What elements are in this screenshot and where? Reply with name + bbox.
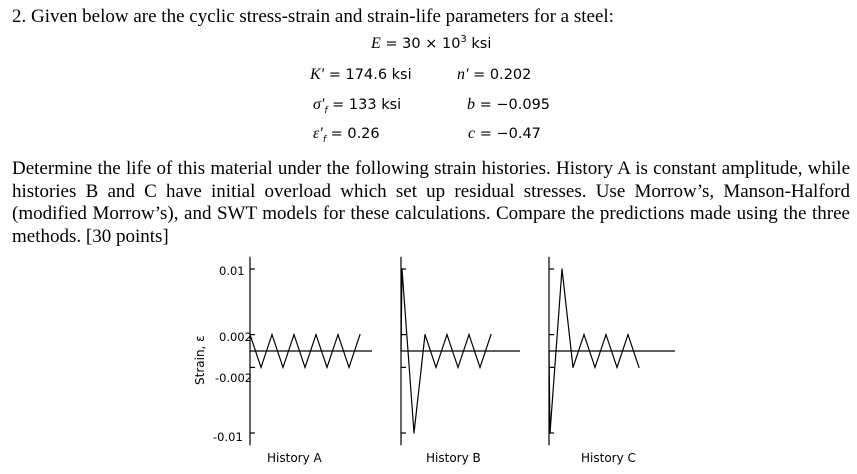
param-E: E = 30 × 103 ksi (371, 34, 491, 53)
point-history-c-8 (627, 334, 629, 336)
y-tick-label-0.01: 0.01 (219, 264, 245, 278)
point-history-b-2 (413, 432, 415, 434)
point-history-a-1 (260, 366, 262, 368)
param-n: n′ = 0.202 (457, 66, 531, 84)
point-history-b-3 (424, 334, 426, 336)
point-history-c-0 (548, 350, 550, 352)
question-title: 2. Given below are the cyclic stress-str… (12, 6, 614, 27)
point-history-b-6 (457, 366, 459, 368)
point-history-b-4 (435, 366, 437, 368)
point-history-b-8 (479, 366, 481, 368)
point-history-c-3 (572, 366, 574, 368)
c-symbol: c (468, 125, 476, 142)
point-history-a-8 (337, 334, 339, 336)
eps-f-subscript: f (322, 134, 326, 145)
series-history-c (548, 268, 640, 434)
y-axis-label: Strain, ε (193, 335, 207, 385)
point-history-a-0 (249, 334, 251, 336)
param-b: b = −0.095 (467, 96, 550, 114)
E-symbol: E (371, 34, 381, 52)
y-tick-label-neg-0.002: -0.002 (215, 371, 252, 385)
problem-statement: Determine the life of this material unde… (12, 158, 850, 247)
caption-history-b: History B (426, 451, 481, 465)
series-history-b (400, 268, 492, 434)
sigma-f-symbol: σ′ (313, 96, 325, 113)
y-tick-label-neg-0.01: -0.01 (213, 430, 243, 444)
point-history-b-5 (446, 334, 448, 336)
caption-history-c: History C (581, 451, 636, 465)
point-history-c-7 (616, 366, 618, 368)
plot-layer (249, 256, 675, 446)
point-history-c-4 (583, 334, 585, 336)
E-exponent: 3 (460, 34, 467, 45)
point-history-a-2 (271, 334, 273, 336)
param-K: K′ = 174.6 ksi (310, 66, 412, 84)
point-history-a-10 (359, 334, 361, 336)
K-value: = 174.6 ksi (328, 67, 412, 83)
b-symbol: b (467, 96, 475, 113)
K-symbol: K′ (310, 66, 325, 83)
point-history-a-7 (326, 366, 328, 368)
E-value: = 30 × 10 (385, 35, 461, 52)
caption-history-a: History A (267, 451, 323, 465)
point-history-c-5 (594, 366, 596, 368)
n-symbol: n′ (457, 66, 469, 83)
c-value: = −0.47 (479, 126, 541, 142)
point-history-b-1 (401, 268, 403, 270)
param-sigma-f: σ′f = 133 ksi (313, 96, 401, 116)
point-history-a-3 (282, 366, 284, 368)
point-history-a-6 (315, 334, 317, 336)
point-history-b-7 (468, 334, 470, 336)
param-eps-f: ε′f = 0.26 (313, 125, 380, 145)
point-history-b-9 (490, 334, 492, 336)
point-history-b-0 (400, 350, 402, 352)
point-history-c-6 (605, 334, 607, 336)
sigma-f-subscript: f (324, 105, 328, 116)
point-history-c-1 (549, 432, 551, 434)
eps-f-symbol: ε′ (313, 125, 323, 142)
point-history-a-9 (348, 366, 350, 368)
point-history-c-2 (561, 268, 563, 270)
y-tick-label-0.002: 0.002 (219, 330, 252, 344)
E-unit: ksi (471, 35, 492, 52)
n-value: = 0.202 (473, 67, 532, 83)
point-history-c-9 (638, 366, 640, 368)
sigma-f-value: = 133 ksi (332, 97, 402, 113)
point-history-a-4 (293, 334, 295, 336)
b-value: = −0.095 (479, 97, 551, 113)
param-c: c = −0.47 (468, 125, 541, 143)
eps-f-value: = 0.26 (330, 126, 380, 142)
point-history-a-5 (304, 366, 306, 368)
